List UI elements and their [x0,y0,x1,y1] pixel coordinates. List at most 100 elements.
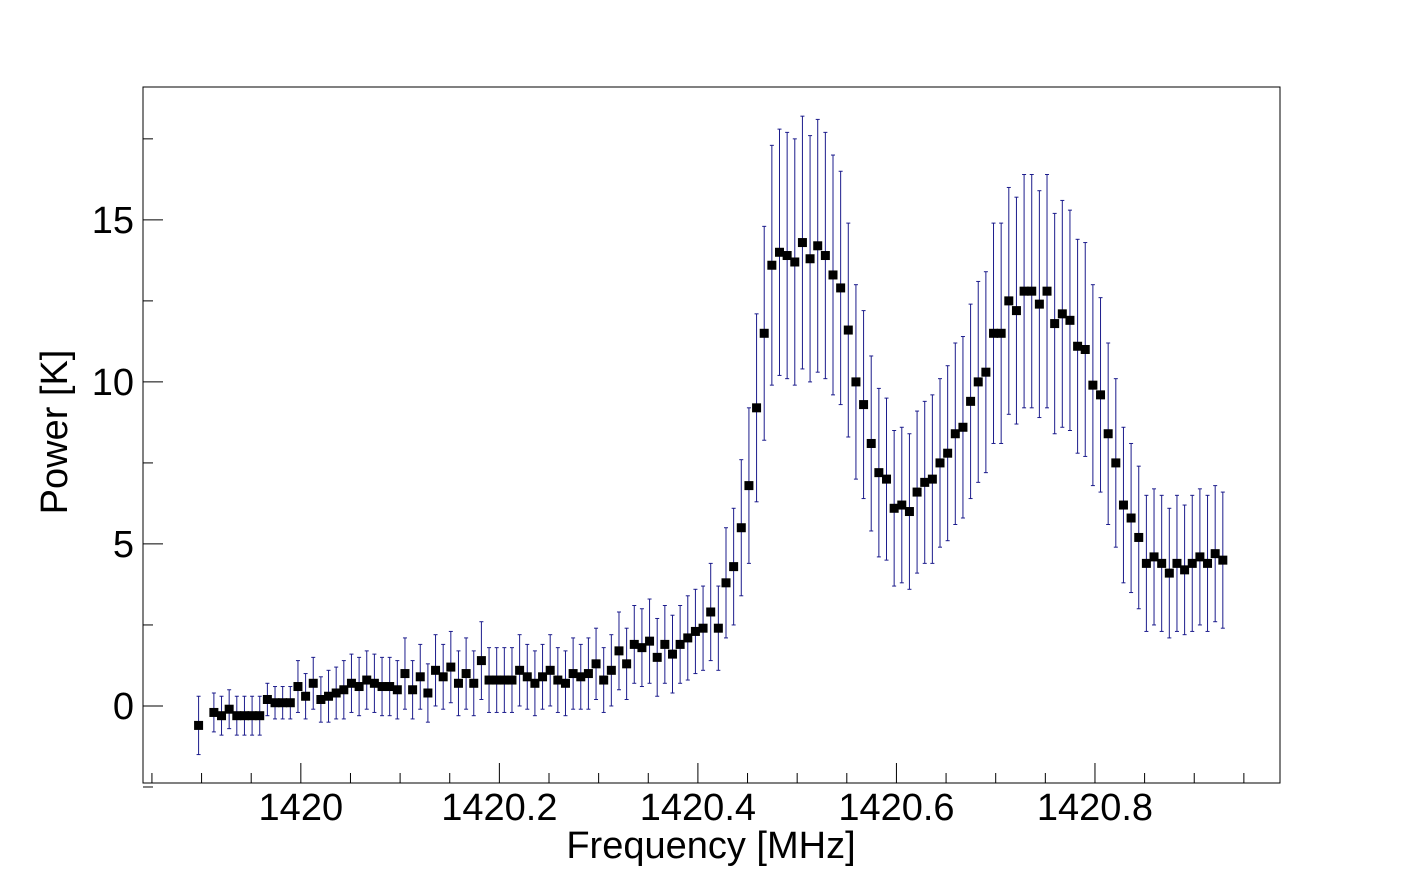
data-point [706,607,716,617]
data-point [782,251,792,261]
data-point [538,672,548,682]
data-point [217,711,227,721]
data-point [1057,309,1067,319]
data-point [889,503,899,513]
data-point [736,523,746,533]
data-point [843,325,853,335]
y-tick-label: 0 [113,686,134,728]
data-point [1172,558,1182,568]
data-point [1180,565,1190,575]
data-point [446,662,456,672]
data-point [1164,568,1174,578]
data-point [1027,286,1037,296]
data-point [752,403,762,413]
data-point [859,400,869,410]
data-point [339,685,349,695]
data-point [866,438,876,448]
data-point [599,675,609,685]
data-point [499,675,509,685]
data-point [522,672,532,682]
data-point [484,675,494,685]
data-point [713,623,723,633]
data-point [262,694,272,704]
data-point [247,711,257,721]
data-point [675,639,685,649]
data-point [637,643,647,653]
data-point [377,682,387,692]
data-point [981,367,991,377]
data-point [438,672,448,682]
data-point [1157,558,1167,568]
data-point [698,623,708,633]
data-point [324,691,334,701]
data-point [744,481,754,491]
x-tick-label: 1420.8 [1037,787,1153,829]
data-point [828,270,838,280]
data-point [790,257,800,267]
data-point [392,685,402,695]
data-point [492,675,502,685]
data-point [805,254,815,264]
data-point [507,675,517,685]
data-point [1034,299,1044,309]
data-point [1218,555,1228,565]
data-point [989,328,999,338]
data-point [759,328,769,338]
data-point [882,474,892,484]
data-point [1050,319,1060,329]
data-point [346,678,356,688]
data-point [820,251,830,261]
data-point [469,678,479,688]
data-point [645,636,655,646]
data-point [369,678,379,688]
data-point [476,656,486,666]
data-point [362,675,372,685]
data-point [415,672,425,682]
data-point [912,487,922,497]
data-point [943,448,953,458]
data-point [209,707,219,717]
data-point [1042,286,1052,296]
y-tick-label: 15 [92,200,134,242]
plot-frame [142,86,1281,784]
data-point [614,646,624,656]
data-point [813,241,823,251]
data-point [316,694,326,704]
data-point [568,669,578,679]
data-point [255,711,265,721]
data-point [530,678,540,688]
data-point [301,691,311,701]
data-point [545,665,555,675]
data-point [897,500,907,510]
data-point [797,238,807,248]
data-point [950,429,960,439]
data-point [904,507,914,517]
data-point [683,633,693,643]
x-axis-title: Frequency [MHz] [566,825,855,867]
data-point [690,626,700,636]
data-point [1065,315,1075,325]
data-point [958,422,968,432]
data-point [1187,558,1197,568]
data-point [293,682,303,692]
data-point [836,283,846,293]
y-axis-title: Power [K] [34,350,76,515]
data-point [973,377,983,387]
data-point [1126,513,1136,523]
data-point [606,665,616,675]
data-point [1149,552,1159,562]
data-point [560,678,570,688]
data-point [652,652,662,662]
data-point [1118,500,1128,510]
data-point [1203,558,1213,568]
x-tick-label: 1420.6 [838,787,954,829]
data-point [874,468,884,478]
y-tick-label: 10 [92,362,134,404]
data-point [553,675,563,685]
x-tick-label: 1420.4 [640,787,756,829]
data-point [629,639,639,649]
data-point [660,639,670,649]
data-point [1019,286,1029,296]
data-point [515,665,525,675]
